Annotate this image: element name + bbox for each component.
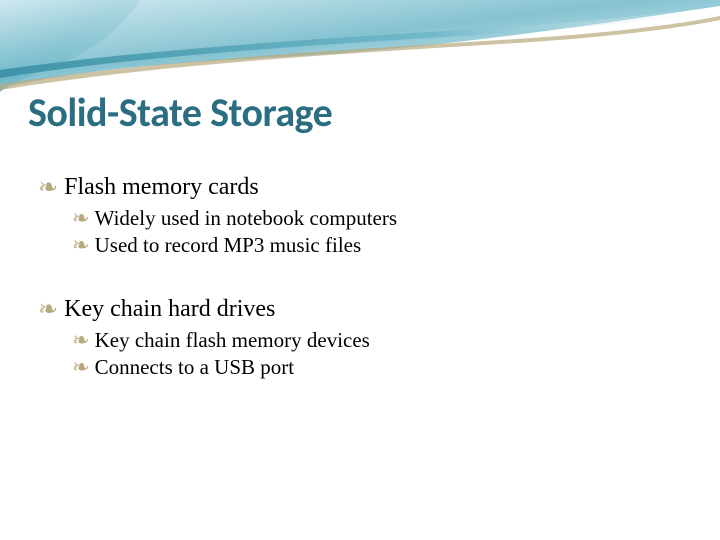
bullet-text: Flash memory cards <box>64 174 259 202</box>
sub-bullet-item: ❧ Used to record MP3 music files <box>72 233 682 258</box>
bullet-text: Key chain flash memory devices <box>95 328 370 353</box>
bullet-text: Used to record MP3 music files <box>95 233 362 258</box>
bullet-icon: ❧ <box>72 206 90 231</box>
sub-bullet-item: ❧ Key chain flash memory devices <box>72 328 682 353</box>
bullet-icon: ❧ <box>72 233 90 258</box>
bullet-text: Key chain hard drives <box>64 296 275 324</box>
bullet-icon: ❧ <box>38 174 58 202</box>
header-swoosh <box>0 0 720 100</box>
slide: Solid-State Storage ❧ Flash memory cards… <box>0 0 720 540</box>
slide-content: ❧ Flash memory cards ❧ Widely used in no… <box>38 160 682 380</box>
slide-title: Solid-State Storage <box>28 88 332 137</box>
sub-bullet-item: ❧ Connects to a USB port <box>72 355 682 380</box>
bullet-icon: ❧ <box>72 355 90 380</box>
bullet-item: ❧ Flash memory cards <box>38 174 682 202</box>
bullet-text: Connects to a USB port <box>95 355 295 380</box>
spacer <box>38 258 682 282</box>
bullet-item: ❧ Key chain hard drives <box>38 296 682 324</box>
bullet-icon: ❧ <box>38 296 58 324</box>
bullet-icon: ❧ <box>72 328 90 353</box>
bullet-text: Widely used in notebook computers <box>95 206 397 231</box>
sub-bullet-item: ❧ Widely used in notebook computers <box>72 206 682 231</box>
